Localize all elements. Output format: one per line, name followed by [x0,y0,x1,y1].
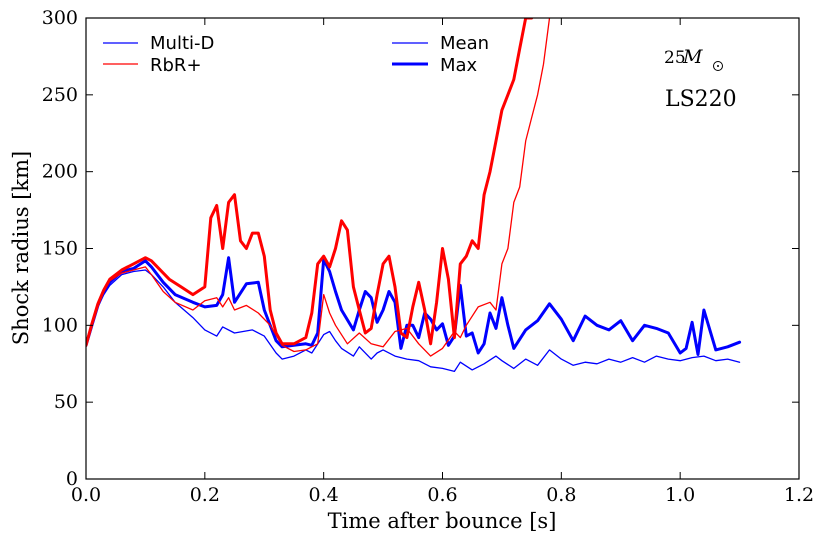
x-tick-label: 1.0 [665,484,695,506]
y-tick-label: 200 [42,161,78,183]
x-tick-label: 1.2 [784,484,814,506]
series-line-multi-d-mean [86,269,741,373]
legend-entry-mean: Mean [392,33,489,54]
y-tick-label: 250 [42,84,78,106]
x-tick-label: 0.8 [546,484,576,506]
mass-number: 25 [664,48,686,68]
ticks-layer: 0.0 0.2 0.4 0.6 0.8 1.0 1.2 0 50 100 150 200 250 300 [42,7,814,506]
x-tick-label: 0.6 [427,484,457,506]
x-axis-label: Time after bounce [s] [328,509,557,533]
legend-entry-rbr: RbR+ [103,55,202,76]
y-tick-label: 150 [42,238,78,260]
legend-entry-multi-d: Multi-D [103,33,214,54]
y-tick-label: 50 [54,391,78,413]
y-tick-label: 300 [42,7,78,29]
series-line-rbr-mean [86,18,551,357]
mass-annotation: 25 M [664,46,723,71]
legend-label-max: Max [440,55,478,76]
legend-label-mean: Mean [440,33,489,54]
y-tick-label: 100 [42,314,78,336]
x-tick-label: 0.0 [71,484,101,506]
y-axis-label: Shock radius [km] [9,151,33,345]
legend-label-rbr: RbR+ [150,55,202,76]
series-line-rbr-max [86,18,534,347]
x-tick-label: 0.2 [190,484,220,506]
series-layer [86,18,742,373]
eos-label: LS220 [665,87,737,112]
mass-symbol: M [682,46,703,68]
legend-label-multi-d: Multi-D [150,33,214,54]
x-tick-label: 0.4 [309,484,339,506]
series-line-multi-d-max [86,256,742,356]
legend-entry-max: Max [392,55,478,76]
sun-symbol-icon [713,61,723,71]
y-tick-label: 0 [66,468,78,490]
legend: Multi-D RbR+ Mean Max [103,33,489,76]
